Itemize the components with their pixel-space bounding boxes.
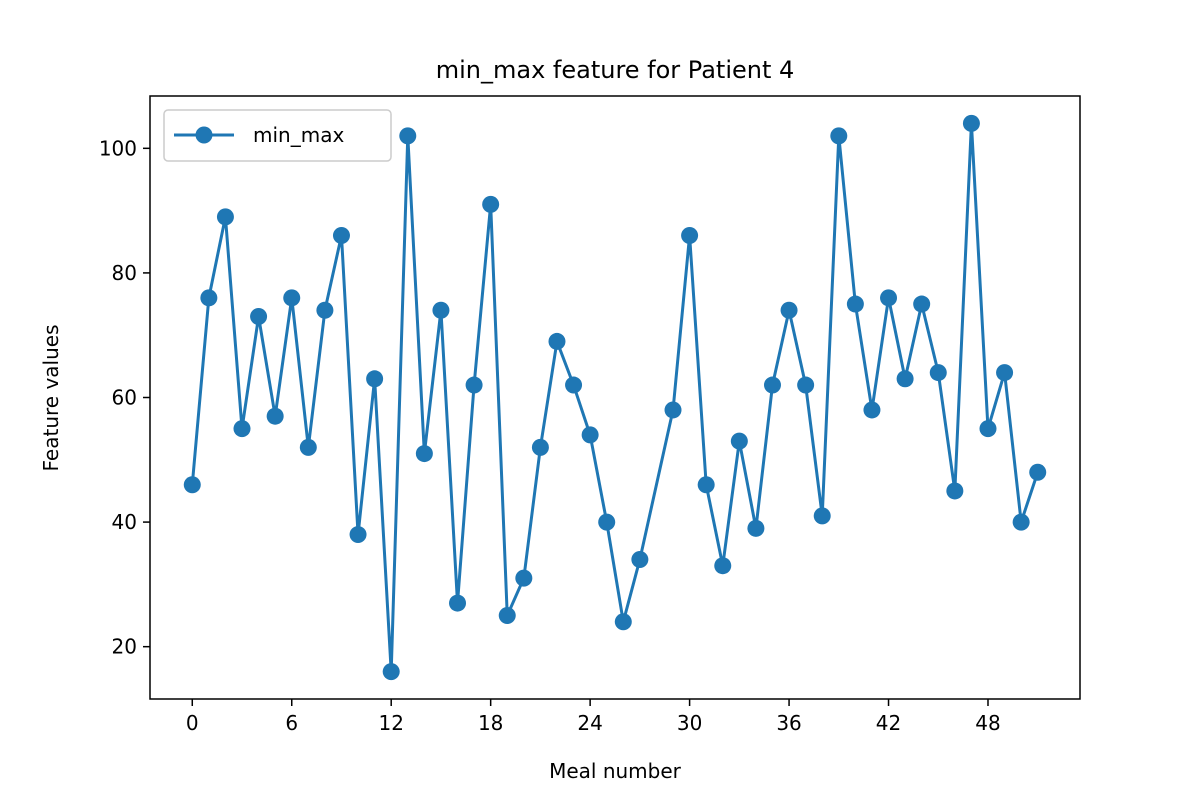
x-tick-label: 24 xyxy=(577,711,602,735)
x-tick-label: 30 xyxy=(677,711,702,735)
data-point xyxy=(316,301,334,319)
data-point xyxy=(266,407,284,425)
legend-label: min_max xyxy=(253,123,344,147)
y-tick-label: 100 xyxy=(99,136,137,160)
data-point xyxy=(664,401,682,419)
data-point xyxy=(366,370,384,388)
data-point xyxy=(449,594,467,612)
x-axis-label: Meal number xyxy=(549,759,682,783)
data-point xyxy=(183,476,201,494)
data-point xyxy=(946,482,964,500)
data-point xyxy=(631,550,649,568)
x-tick-label: 48 xyxy=(975,711,1000,735)
y-tick-label: 80 xyxy=(112,261,137,285)
data-point xyxy=(1012,513,1030,531)
data-point xyxy=(1029,463,1047,481)
x-tick-label: 18 xyxy=(478,711,503,735)
data-point xyxy=(697,476,715,494)
data-point xyxy=(200,289,218,307)
data-point xyxy=(813,507,831,525)
legend-box xyxy=(163,109,392,162)
data-point xyxy=(415,445,433,463)
chart-title: min_max feature for Patient 4 xyxy=(436,56,795,84)
data-point xyxy=(250,308,268,326)
data-point xyxy=(962,114,980,132)
data-point xyxy=(747,519,765,537)
x-tick-label: 12 xyxy=(378,711,403,735)
data-point xyxy=(830,127,848,145)
x-tick-label: 0 xyxy=(186,711,199,735)
legend: min_max xyxy=(163,109,392,162)
data-point xyxy=(482,195,500,213)
data-point xyxy=(979,420,997,438)
y-tick-label: 60 xyxy=(112,386,137,410)
y-axis-label: Feature values xyxy=(39,325,63,472)
x-axis: 0 6 12 18 24 30 36 42 48 xyxy=(186,699,1001,735)
data-point xyxy=(863,401,881,419)
data-point xyxy=(399,127,417,145)
legend-marker-sample xyxy=(195,126,213,144)
data-point xyxy=(730,432,748,450)
data-point xyxy=(681,227,699,245)
data-point xyxy=(233,420,251,438)
data-point xyxy=(432,301,450,319)
data-point xyxy=(598,513,616,531)
x-tick-label: 6 xyxy=(285,711,298,735)
data-point xyxy=(332,227,350,245)
data-point xyxy=(349,526,367,544)
data-point xyxy=(565,376,583,394)
data-point xyxy=(763,376,781,394)
data-point xyxy=(382,663,400,681)
data-point xyxy=(846,295,864,313)
series-line xyxy=(190,121,1040,674)
y-tick-label: 40 xyxy=(112,510,137,534)
data-point xyxy=(498,607,516,625)
x-tick-label: 36 xyxy=(776,711,801,735)
data-point xyxy=(465,376,483,394)
plot-area xyxy=(183,114,1047,681)
data-point xyxy=(614,613,632,631)
data-point xyxy=(515,569,533,587)
data-point xyxy=(548,332,566,350)
data-point xyxy=(896,370,914,388)
x-tick-label: 42 xyxy=(876,711,901,735)
data-point xyxy=(299,438,317,456)
data-point xyxy=(929,364,947,382)
data-point xyxy=(913,295,931,313)
y-tick-label: 20 xyxy=(112,635,137,659)
data-point xyxy=(797,376,815,394)
data-point xyxy=(216,208,234,226)
y-axis: 20 40 60 80 100 xyxy=(99,136,150,659)
data-point xyxy=(581,426,599,444)
data-point xyxy=(996,364,1014,382)
data-point xyxy=(880,289,898,307)
data-point xyxy=(283,289,301,307)
data-point xyxy=(714,557,732,575)
data-point xyxy=(780,301,798,319)
data-point xyxy=(531,438,549,456)
